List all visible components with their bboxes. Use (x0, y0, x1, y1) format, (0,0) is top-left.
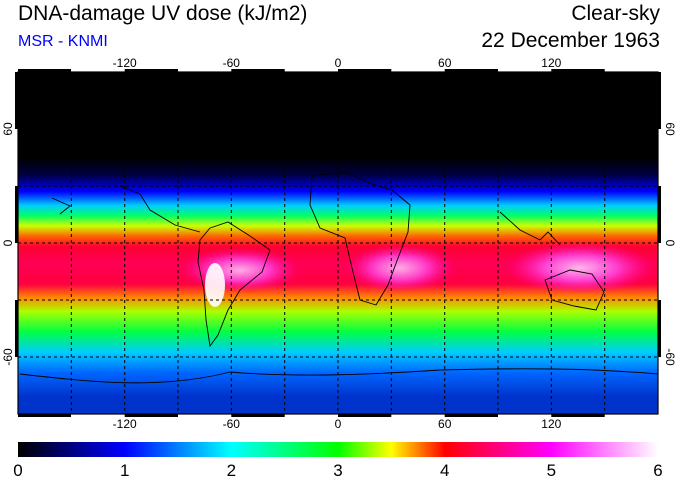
map-title: DNA-damage UV dose (kJ/m2) (18, 2, 308, 25)
colorbar-label: 1 (120, 461, 129, 480)
colorbar-label: 2 (227, 461, 236, 480)
lon-label-bottom: 60 (438, 417, 452, 431)
lat-label-left: -60 (1, 348, 15, 366)
date-label: 22 December 1963 (481, 29, 660, 52)
colorbar-labels: 0 1 2 3 4 5 6 (13, 461, 662, 480)
lon-label-bottom: -120 (113, 417, 137, 431)
lon-labels-bottom: -120 -60 0 60 120 (113, 417, 562, 431)
colorbar-label: 5 (547, 461, 556, 480)
colorbar-label: 3 (333, 461, 342, 480)
lat-label-left: 0 (1, 239, 15, 246)
lon-label-top: 0 (335, 56, 342, 70)
lat-label-right: 60 (663, 122, 677, 136)
lat-label-right: -60 (663, 348, 677, 366)
frame-ticks (15, 69, 661, 417)
colorbar-label: 0 (13, 461, 22, 480)
lon-label-bottom: 120 (541, 417, 561, 431)
lon-label-top: 60 (438, 56, 452, 70)
lat-label-right: 0 (663, 240, 677, 247)
lon-label-bottom: -60 (223, 417, 241, 431)
lon-label-bottom: 0 (335, 417, 342, 431)
lat-label-left: 60 (1, 122, 15, 136)
colorbar (18, 442, 658, 457)
graticule (18, 72, 658, 414)
lat-labels-left: 60 0 -60 (1, 122, 15, 366)
colorbar-label: 6 (653, 461, 662, 480)
lat-labels-right: 60 0 -60 (663, 122, 677, 366)
source-label: MSR - KNMI (18, 33, 108, 50)
sky-condition-label: Clear-sky (571, 2, 660, 25)
colorbar-label: 4 (440, 461, 449, 480)
lon-label-top: -120 (113, 56, 137, 70)
lon-label-top: -60 (223, 56, 241, 70)
lon-label-top: 120 (541, 56, 561, 70)
lon-labels-top: -120 -60 0 60 120 (113, 56, 562, 70)
